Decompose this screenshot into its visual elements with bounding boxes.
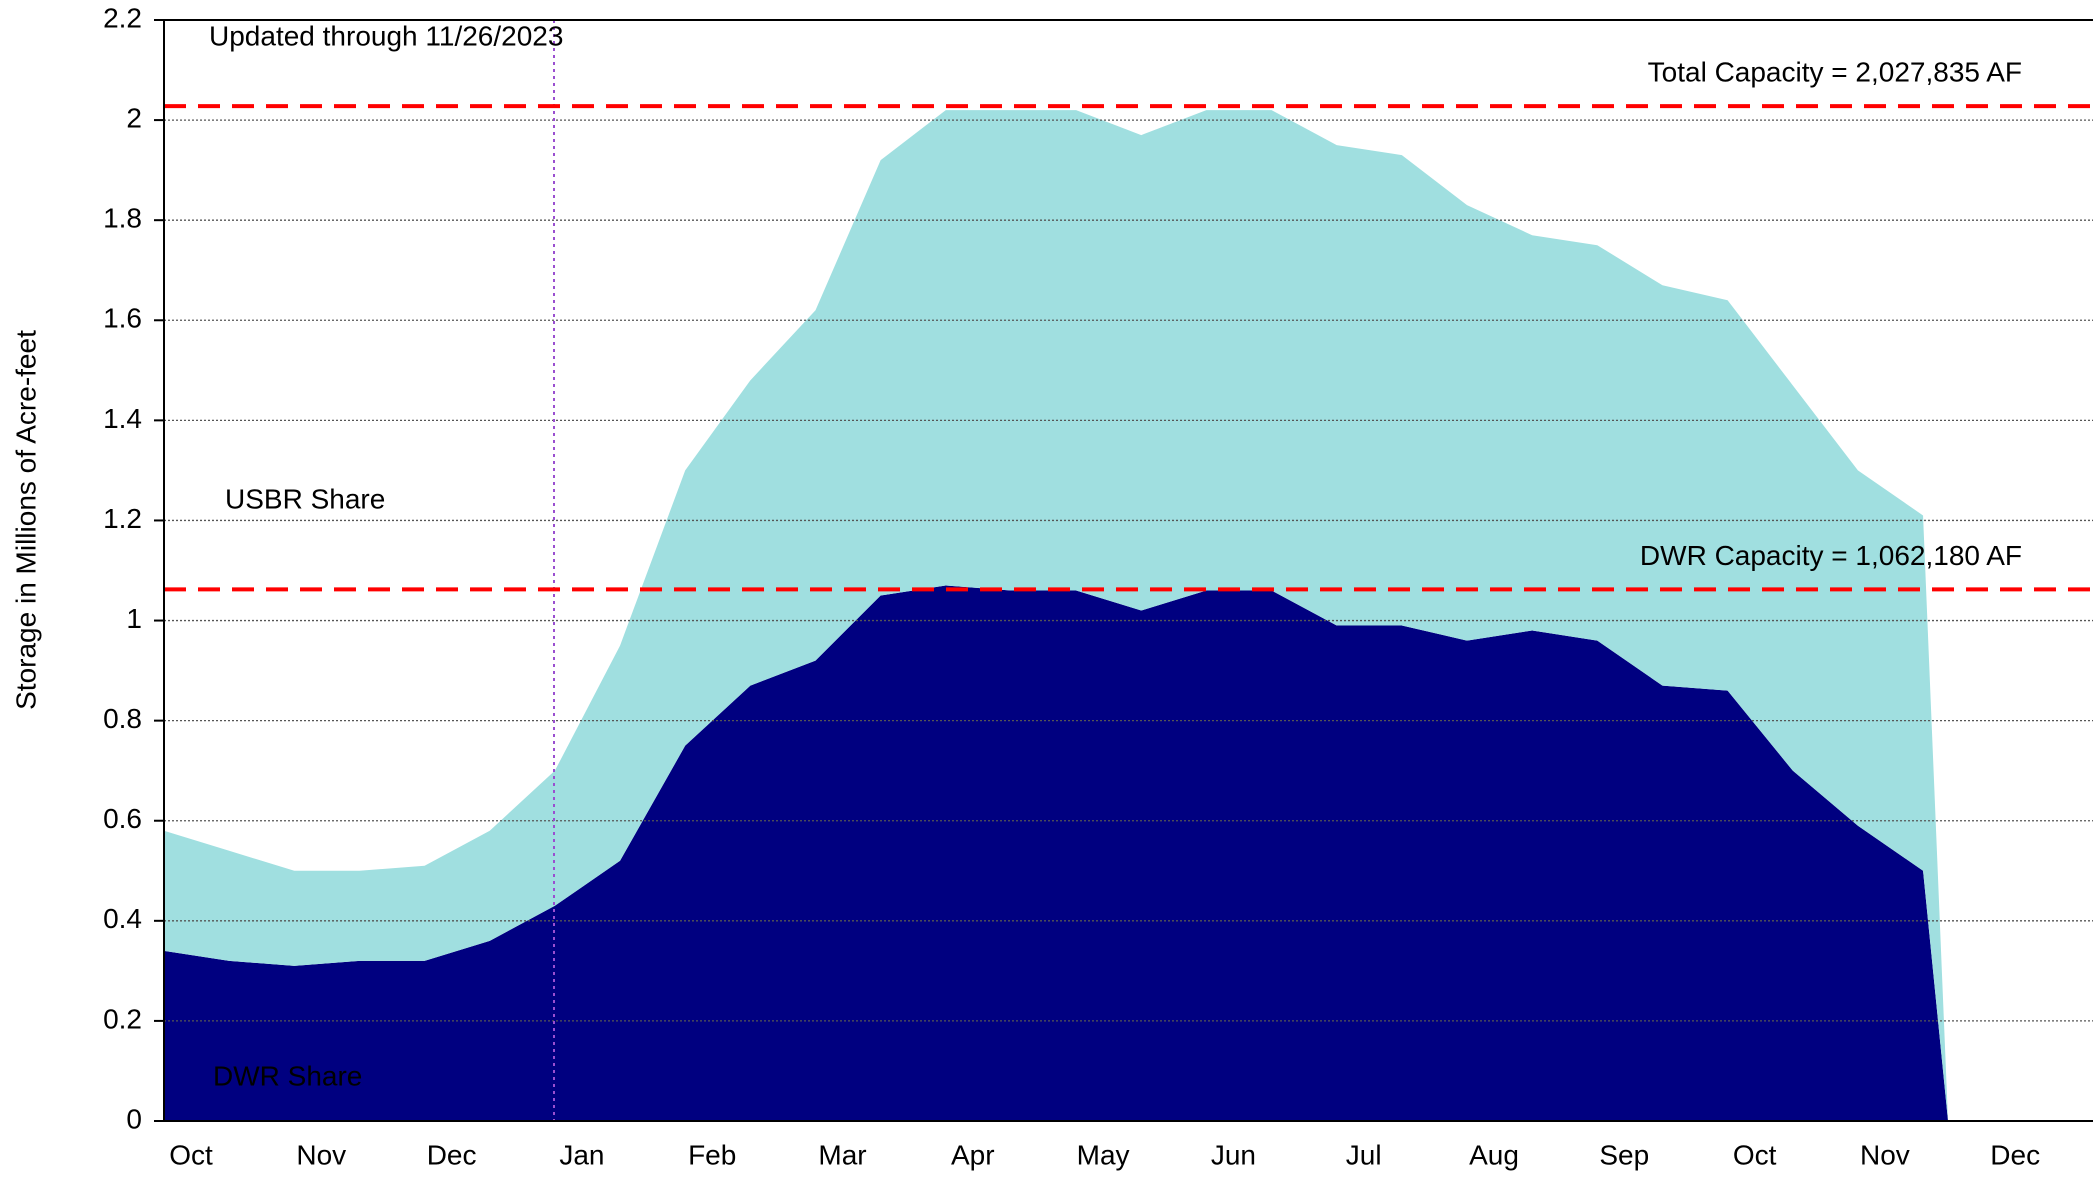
x-tick-label: Sep: [1599, 1139, 1649, 1170]
y-tick-label: 2: [126, 102, 142, 133]
y-tick-label: 0.6: [103, 803, 142, 834]
y-tick-label: 1.2: [103, 503, 142, 534]
x-tick-label: Nov: [1860, 1139, 1910, 1170]
x-tick-label: Dec: [1990, 1139, 2040, 1170]
y-tick-label: 1.4: [103, 403, 142, 434]
x-tick-label: Oct: [169, 1139, 213, 1170]
y-tick-label: 0.8: [103, 703, 142, 734]
annotation: Updated through 11/26/2023: [209, 20, 563, 51]
y-tick-label: 0: [126, 1103, 142, 1134]
x-tick-label: May: [1077, 1139, 1130, 1170]
series-label: DWR Share: [213, 1060, 362, 1091]
y-axis-label: Storage in Millions of Acre-feet: [10, 330, 41, 710]
y-tick-label: 0.4: [103, 903, 142, 934]
y-tick-label: 1.8: [103, 203, 142, 234]
series-label: USBR Share: [225, 483, 385, 514]
area: [164, 110, 1949, 1122]
areas: [164, 110, 1949, 1122]
y-tick-label: 2.2: [103, 2, 142, 33]
x-tick-label: Aug: [1469, 1139, 1519, 1170]
x-tick-label: Jun: [1211, 1139, 1256, 1170]
y-tick-label: 0.2: [103, 1003, 142, 1034]
reference-label: DWR Capacity = 1,062,180 AF: [1640, 540, 2022, 571]
area: [164, 585, 1949, 1121]
y-tick-label: 1.6: [103, 303, 142, 334]
x-tick-label: Dec: [427, 1139, 477, 1170]
y-tick-label: 1: [126, 603, 142, 634]
x-tick-label: Oct: [1733, 1139, 1777, 1170]
x-tick-label: Jan: [559, 1139, 604, 1170]
x-tick-label: Feb: [688, 1139, 736, 1170]
x-tick-label: Apr: [951, 1139, 995, 1170]
reference-label: Total Capacity = 2,027,835 AF: [1648, 57, 2022, 88]
x-tick-label: Jul: [1346, 1139, 1382, 1170]
x-tick-label: Nov: [296, 1139, 346, 1170]
x-tick-label: Mar: [818, 1139, 866, 1170]
